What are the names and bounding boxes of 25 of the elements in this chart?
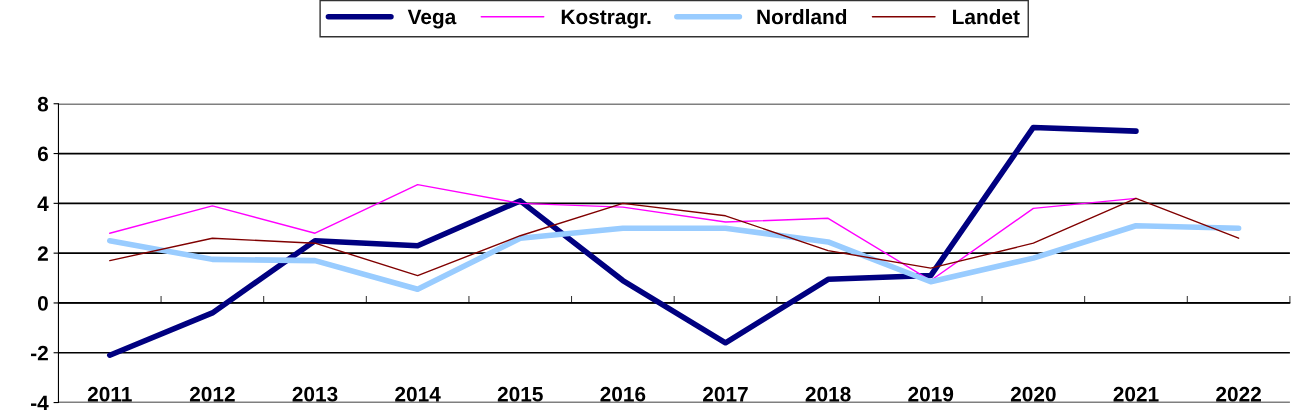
y-tick-label: 4 bbox=[37, 196, 49, 211]
x-tick-label: 2015 bbox=[497, 386, 543, 402]
legend-label: Nordland bbox=[757, 8, 847, 25]
x-tick-label: 2012 bbox=[189, 386, 235, 402]
x-tick-label: 2020 bbox=[1010, 386, 1056, 402]
y-tick-label: -2 bbox=[31, 345, 48, 361]
x-tick-label: 2014 bbox=[395, 386, 441, 402]
y-tick-label: 8 bbox=[37, 96, 49, 112]
x-tick-label: 2022 bbox=[1216, 386, 1261, 402]
x-tick-label: 2019 bbox=[908, 386, 954, 402]
y-tick-label: 0 bbox=[37, 295, 48, 311]
y-tick-label: -4 bbox=[31, 395, 49, 411]
x-tick-label: 2011 bbox=[87, 386, 132, 402]
y-tick-label: 6 bbox=[37, 146, 48, 162]
x-tick-label: 2018 bbox=[805, 386, 851, 402]
legend-label: Vega bbox=[407, 9, 457, 29]
x-tick-label: 2021 bbox=[1113, 386, 1159, 402]
x-tick-label: 2017 bbox=[703, 386, 748, 402]
legend-label: Landet bbox=[953, 8, 1020, 25]
legend-label: Kostragr. bbox=[561, 9, 651, 29]
x-tick-label: 2013 bbox=[292, 386, 338, 402]
line-series bbox=[109, 197, 1240, 277]
x-tick-label: 2016 bbox=[600, 386, 646, 402]
y-tick-label: 2 bbox=[37, 246, 48, 261]
line-series bbox=[109, 183, 1137, 282]
